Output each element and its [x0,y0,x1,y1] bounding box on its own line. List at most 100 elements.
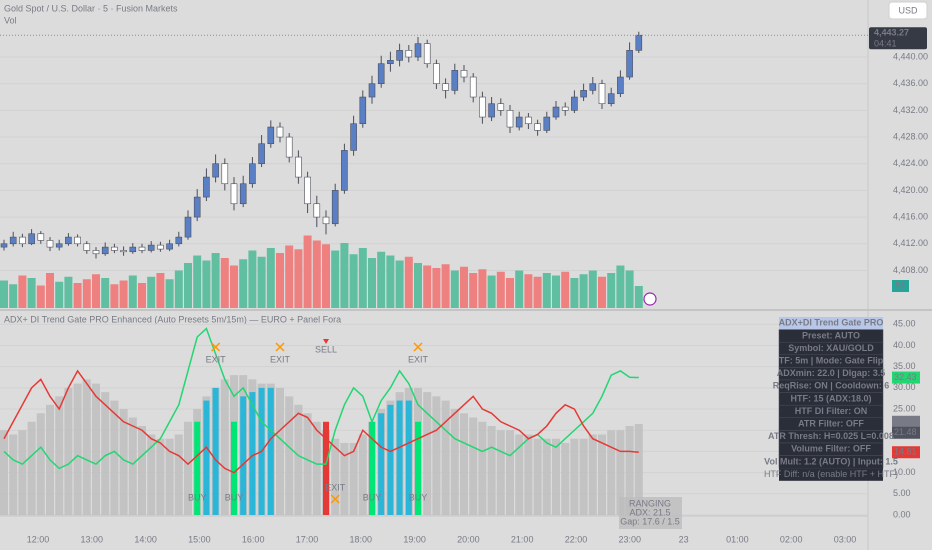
exit-marker [413,342,423,352]
price-tag-label: 4,443.27 [874,28,909,38]
adx-bar [119,409,128,515]
volume-bar [496,271,505,308]
volume-bar [542,273,551,308]
candle-body [120,250,127,253]
adx-bar [460,413,468,515]
y-tick-label: 5.00 [893,488,911,498]
gate-bar [323,421,329,515]
sell-marker [323,339,329,344]
candle-body [396,50,403,61]
y-tick-label: 35.00 [893,361,916,371]
value-tag-label: 22.00 [894,416,917,426]
adx-bar [358,434,367,515]
x-tick-label: 19:00 [403,534,426,544]
volume-bar [515,270,524,308]
gate-bar [267,387,274,515]
candle-body [0,243,8,248]
volume-bar [174,270,183,308]
volume-bar [92,274,100,308]
candle-body [212,163,219,178]
candle-body [479,96,486,118]
adx-bar [285,396,294,515]
x-tick-label: 22:00 [565,534,588,544]
alert-icon [643,292,657,306]
buy-label: BUY [363,492,382,502]
volume-tag-label: 88 [895,280,905,290]
gate-bar [387,404,394,515]
candle-body [28,233,35,245]
volume-bar [73,283,82,308]
candle-body [423,43,431,64]
candle-body [65,236,72,245]
volume-bar [0,280,8,308]
candle-body [258,143,265,165]
candle-body [350,123,357,151]
volume-bar [487,275,496,308]
volume-bar [266,248,275,308]
volume-bar [579,274,588,308]
adx-bar [607,430,616,515]
adx-bar [588,434,597,515]
volume-bar [395,260,404,308]
volume-bar [616,265,625,308]
volume-bar [9,284,18,308]
y-tick-label: 25.00 [893,403,916,413]
volume-bar [27,278,36,308]
x-tick-label: 13:00 [81,534,104,544]
candle-body [83,243,91,251]
volume-bar [239,259,248,308]
volume-bar [570,278,579,308]
exit-label: EXIT [270,354,291,364]
volume-bar [404,256,413,308]
candle-body [331,190,339,225]
volume-bar [386,255,395,308]
gate-bar [369,421,375,515]
value-tag-label: 21.48 [894,427,917,437]
candle-body [322,216,330,225]
gate-bar [396,400,403,515]
volume-bar [230,265,238,308]
adx-bar [165,438,174,515]
candle-body [55,243,63,248]
currency-button[interactable] [888,1,928,20]
candle-body [488,103,495,118]
panel-row-text: TF: 5m | Mode: Gate Flip [779,355,884,365]
panel-row-text: ATR Filter: OFF [798,418,864,428]
panel-row-text: Vol Mult: 1.2 (AUTO) | Input: 1.5 [764,456,898,466]
volume-bar [303,235,312,308]
panel-footer-text: HTF Diff: n/a (enable HTF + HTF) [764,469,898,479]
value-tag [892,426,920,439]
candle-body [221,163,229,185]
volume-bar [294,249,303,308]
panel-row-text: ReqRise: ON | Cooldown: 6 [773,381,890,391]
x-tick-label: 12:00 [27,534,50,544]
candle-body [267,126,275,145]
candle-body [387,60,394,64]
adx-bar [423,392,432,515]
buy-label: BUY [188,492,207,502]
adx-bar [82,379,91,515]
candle-body [304,176,311,205]
candle-body [469,76,477,98]
candle-body [525,116,532,125]
adx-bar [570,438,579,515]
adx-bar [276,387,284,515]
volume-bar [625,270,634,308]
candle-body [9,236,17,245]
adx-bar [73,383,82,515]
candle-body [433,63,440,85]
volume-bar [414,263,422,308]
candle-body [497,103,505,111]
gate-bar [203,400,210,515]
candle-body [341,150,348,191]
adx-bar [0,430,8,515]
gate-bar [378,413,385,515]
volume-bar [377,251,386,308]
volume-bar [423,265,432,308]
adx-bar [9,434,18,515]
adx-bar [598,434,606,515]
volume-bar [358,248,367,308]
volume-bar [441,264,450,308]
indicator-title: ADX+ DI Trend Gate PRO Enhanced (Auto Pr… [4,314,341,324]
